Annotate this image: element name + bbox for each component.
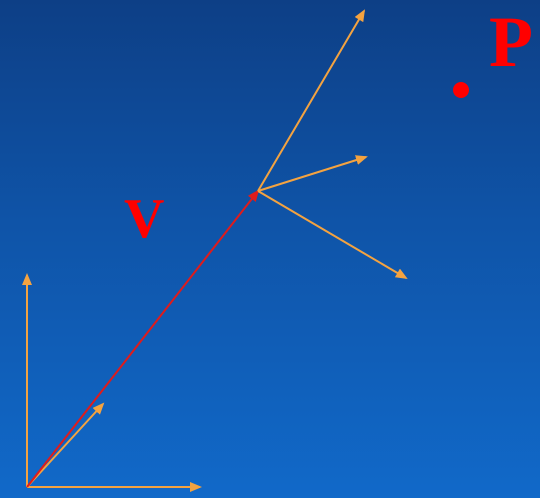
- point-p-dot: [453, 82, 469, 98]
- translated-axis-down: [257, 190, 408, 280]
- vector-v-arrow: [26, 189, 260, 488]
- vector-v-label: V: [124, 188, 164, 250]
- translated-frame: [257, 9, 408, 280]
- origin-axis-diagonal: [26, 402, 105, 488]
- translated-axis-right: [257, 155, 368, 192]
- origin-frame: [22, 273, 202, 492]
- point-p-label: P: [489, 2, 533, 82]
- translated-axis-up: [257, 9, 366, 192]
